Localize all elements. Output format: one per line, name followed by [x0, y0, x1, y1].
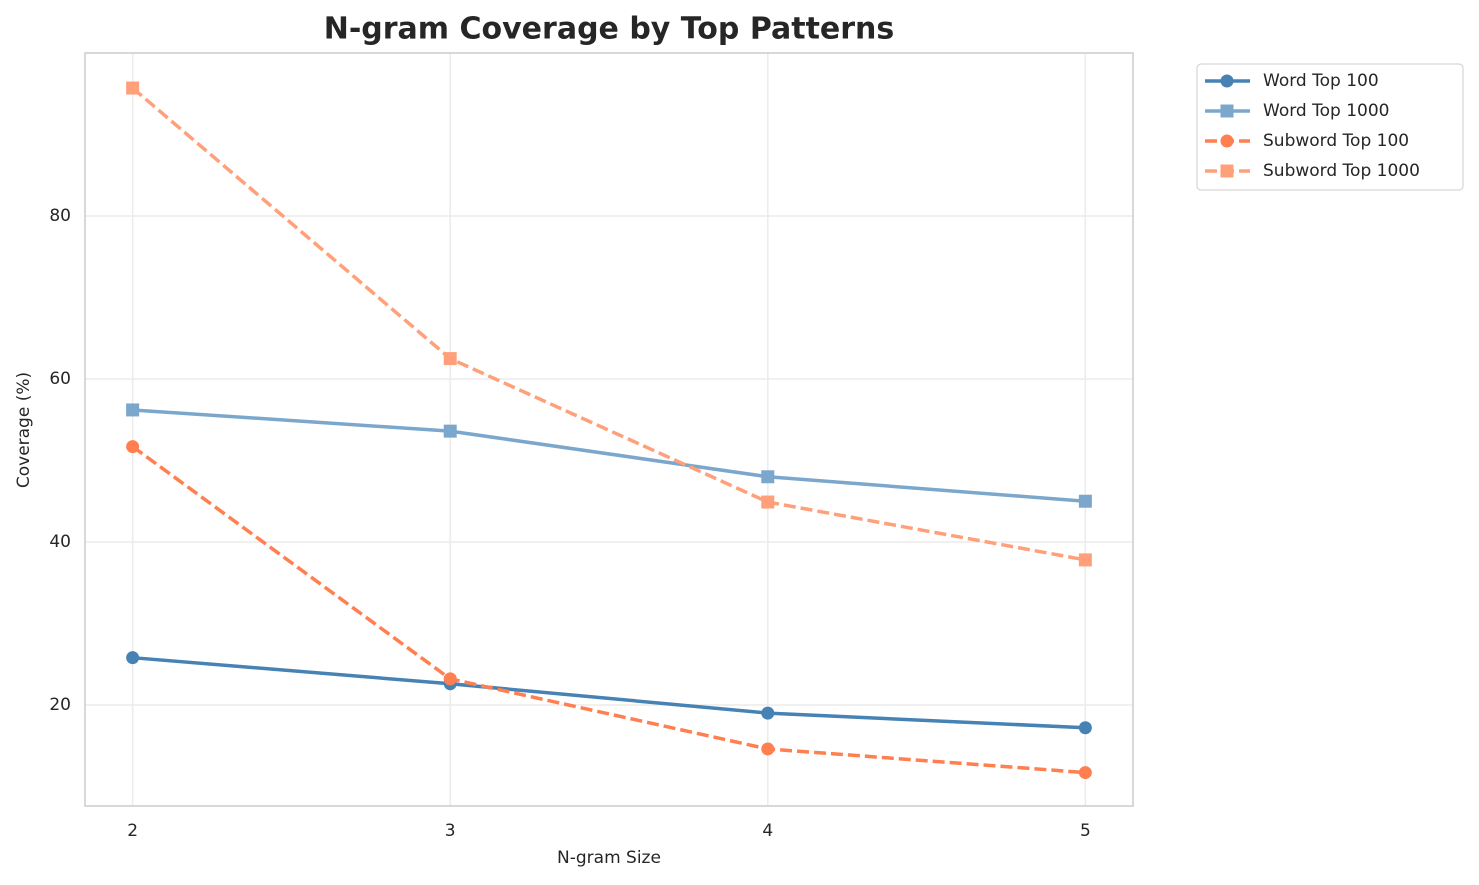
x-tick-label: 4	[762, 821, 773, 841]
marker	[1078, 766, 1092, 780]
x-tick-label: 3	[445, 821, 456, 841]
marker	[126, 440, 140, 454]
x-tick-label: 5	[1080, 821, 1091, 841]
marker	[126, 81, 140, 95]
marker	[1220, 134, 1234, 148]
y-tick-label: 40	[49, 532, 71, 552]
marker	[1078, 553, 1092, 567]
marker	[761, 470, 775, 484]
marker	[443, 672, 457, 686]
y-tick-label: 60	[49, 369, 71, 389]
marker	[1220, 104, 1234, 118]
legend-label: Word Top 100	[1263, 71, 1379, 91]
chart-title: N-gram Coverage by Top Patterns	[324, 12, 895, 47]
marker	[443, 424, 457, 438]
series-line	[131, 86, 1086, 562]
x-tick-label: 2	[127, 821, 138, 841]
plot-frame	[84, 52, 1134, 807]
marker	[443, 352, 457, 366]
series-line	[132, 408, 1086, 503]
marker	[1078, 494, 1092, 508]
legend-label: Subword Top 1000	[1263, 161, 1420, 181]
legend-label: Subword Top 100	[1263, 131, 1409, 151]
marker	[1078, 721, 1092, 735]
legend-label: Word Top 1000	[1263, 101, 1389, 121]
marker	[1220, 74, 1234, 88]
y-tick-label: 20	[49, 695, 71, 715]
y-axis-label: Coverage (%)	[14, 372, 34, 488]
marker	[761, 495, 775, 509]
marker	[126, 403, 140, 417]
x-axis-label: N-gram Size	[557, 848, 661, 868]
series-line	[132, 655, 1086, 730]
marker	[1220, 164, 1234, 178]
y-tick-label: 80	[49, 206, 71, 226]
series-line	[131, 445, 1086, 775]
marker	[126, 651, 140, 665]
legend-box	[1196, 63, 1464, 191]
marker	[761, 742, 775, 756]
marker	[761, 706, 775, 720]
